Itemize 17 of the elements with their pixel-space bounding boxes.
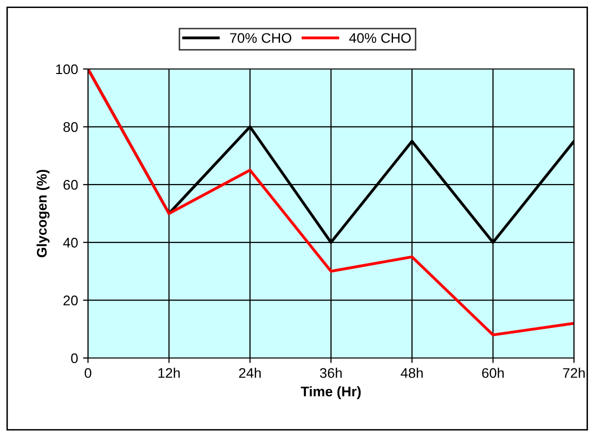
legend-label: 70% CHO [230,33,292,43]
x-tick-label: 12h [158,368,180,378]
y-tick-label: 20 [64,296,78,306]
x-tick-label: 0 [84,368,92,378]
legend-label: 40% CHO [349,33,411,43]
y-axis-title: Glycogen (%) [36,170,50,258]
x-tick-label: 72h [563,368,585,378]
x-axis-title: Time (Hr) [300,386,361,400]
y-tick-label: 100 [56,64,78,74]
x-tick-label: 48h [400,368,423,378]
x-tick-label: 60h [482,368,504,378]
y-tick-label: 40 [63,238,78,248]
y-tick-label: 80 [63,122,78,132]
y-tick-label: 0 [71,353,78,364]
y-tick-label: 60 [64,180,78,190]
x-tick-label: 24h [239,368,261,378]
x-tick-label: 36h [320,368,342,378]
